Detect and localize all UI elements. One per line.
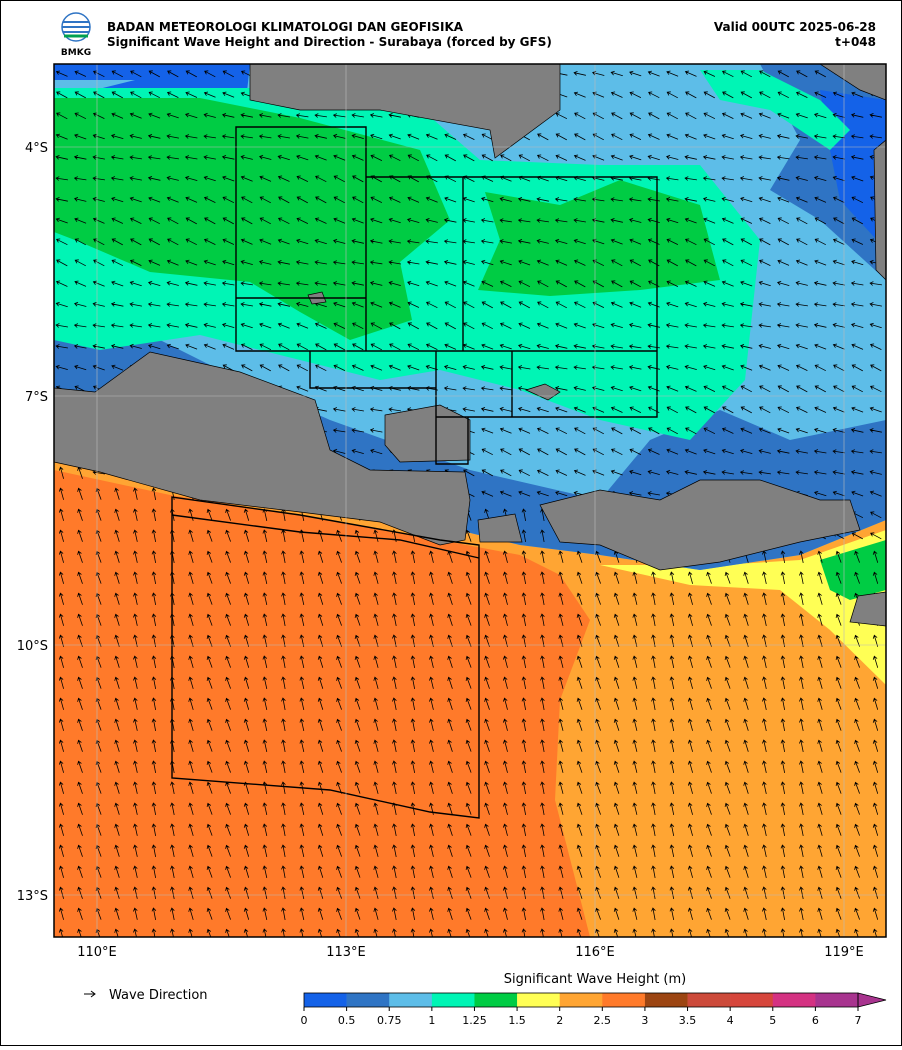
forecast-areas <box>171 126 658 819</box>
header-subtitle: Significant Wave Height and Direction - … <box>107 35 552 49</box>
logo: BMKG <box>61 12 91 58</box>
colorbar-segment <box>517 993 560 1007</box>
wave-zone <box>54 98 450 340</box>
colorbar-tick-label: 2.5 <box>594 1014 612 1027</box>
arrow-field <box>55 70 882 937</box>
wave-zone <box>478 180 720 296</box>
valid-time: Valid 00UTC 2025-06-28 <box>714 20 876 34</box>
colorbar-tick-label: 3 <box>641 1014 648 1027</box>
colorbar: 0 0.5 0.75 1 1.25 1.5 2 2.5 3 3.5 4 5 6 7 <box>301 992 887 1027</box>
lat-label: 10°S <box>17 639 48 654</box>
area-boundary <box>171 514 480 559</box>
colorbar-segment <box>687 993 731 1007</box>
colorbar-tick-label: 1.25 <box>462 1014 487 1027</box>
lon-label: 119°E <box>824 945 864 960</box>
wave-arrows <box>55 70 882 937</box>
islet <box>849 591 886 627</box>
colorbar-frame <box>303 992 859 1008</box>
lon-label: 116°E <box>575 945 615 960</box>
lat-labels: 4°S 7°S 10°S 13°S <box>17 141 48 904</box>
lon-label: 110°E <box>77 945 117 960</box>
lat-label: 4°S <box>25 141 48 156</box>
land <box>54 64 886 627</box>
colorbar-segment <box>304 993 347 1007</box>
colorbar-tick-label: 7 <box>855 1014 862 1027</box>
colorbar-tick-label: 0.5 <box>338 1014 356 1027</box>
colorbar-tick-label: 1.5 <box>508 1014 526 1027</box>
colorbar-segment <box>431 993 475 1007</box>
area-boundary <box>171 496 480 819</box>
graticule <box>54 64 886 937</box>
colorbar-segment <box>644 993 688 1007</box>
madura <box>384 404 471 463</box>
bali <box>477 513 523 543</box>
header-title: BADAN METEOROLOGI KLIMATOLOGI DAN GEOFIS… <box>107 20 464 34</box>
colorbar-segment <box>474 993 518 1007</box>
area-boundary <box>235 126 658 465</box>
java <box>54 351 471 546</box>
islet <box>873 139 886 281</box>
colorbar-tick-label: 6 <box>812 1014 819 1027</box>
borneo <box>249 64 561 159</box>
legend-arrow <box>84 990 96 998</box>
colorbar-segment <box>389 993 433 1007</box>
map-frame <box>53 63 887 938</box>
colorbar-segment <box>815 993 859 1007</box>
colorbar-tick-label: 4 <box>727 1014 734 1027</box>
lon-label: 113°E <box>326 945 366 960</box>
logo-text: BMKG <box>61 48 91 58</box>
logo-waves <box>62 21 90 33</box>
wave-zone <box>54 470 590 937</box>
nusa-tenggara <box>539 479 861 571</box>
wave-zone <box>700 70 850 150</box>
colorbar-segment <box>772 993 816 1007</box>
colorbar-segment <box>602 993 646 1007</box>
sulawesi <box>819 64 886 101</box>
legend-label: Wave Direction <box>109 988 208 1003</box>
colorbar-segment <box>346 993 390 1007</box>
colorbar-segment <box>559 993 603 1007</box>
colorbar-tick-label: 0 <box>301 1014 308 1027</box>
wave-zone <box>820 540 886 600</box>
colorbar-segment <box>730 993 774 1007</box>
colorbar-tick-label: 1 <box>428 1014 435 1027</box>
lon-labels: 110°E 113°E 116°E 119°E <box>77 945 864 960</box>
lat-label: 13°S <box>17 889 48 904</box>
lat-label: 7°S <box>25 390 48 405</box>
map <box>54 64 886 937</box>
colorbar-label: Significant Wave Height (m) <box>504 972 686 987</box>
direction-legend: Wave Direction <box>84 988 208 1003</box>
colorbar-tick-label: 0.75 <box>377 1014 402 1027</box>
colorbar-tick-label: 3.5 <box>679 1014 697 1027</box>
colorbar-tick-label: 2 <box>556 1014 563 1027</box>
lead-time: t+048 <box>835 35 876 49</box>
colorbar-tick-label: 5 <box>769 1014 776 1027</box>
